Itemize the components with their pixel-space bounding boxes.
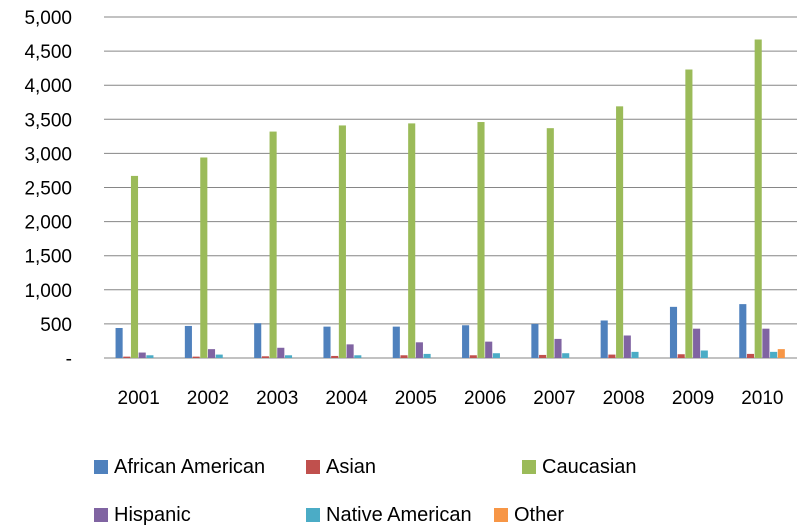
bar-african-american-2010	[739, 304, 747, 358]
legend-item-native-american: Native American	[306, 500, 472, 530]
legend-label: Asian	[326, 455, 377, 478]
bar-native-american-2007	[562, 353, 570, 358]
x-tick-label: 2001	[118, 388, 160, 409]
x-tick-label: 2009	[672, 388, 714, 409]
bar-asian-2005	[400, 355, 408, 358]
bar-hispanic-2001	[138, 352, 146, 358]
x-tick-label: 2004	[325, 388, 368, 409]
bar-native-american-2004	[354, 355, 362, 358]
legend: African American Asian Caucasian Hispani…	[94, 452, 794, 528]
bar-asian-2009	[677, 354, 685, 358]
bar-native-american-2003	[284, 355, 293, 358]
bar-asian-2010	[746, 353, 755, 358]
bar-african-american-2007	[531, 323, 539, 358]
y-axis-tick-labels: - 500 1,000 1,500 2,000 2,500 3,000 3,500 4,000 4…	[24, 8, 72, 370]
y-tick-label: -	[66, 349, 72, 370]
legend-item-other: Other	[494, 500, 564, 530]
bar-caucasian-2010	[754, 39, 762, 358]
bar-asian-2007	[539, 354, 547, 358]
legend-label: Hispanic	[114, 503, 191, 526]
bar-hispanic-2004	[346, 344, 354, 358]
bar-caucasian-2006	[477, 122, 485, 358]
legend-swatch	[494, 508, 508, 522]
bar-hispanic-2006	[485, 341, 493, 358]
bar-asian-2003	[261, 356, 269, 358]
y-tick-label: 5,000	[24, 8, 72, 29]
x-tick-label: 2003	[256, 388, 298, 409]
bar-caucasian-2005	[408, 123, 416, 358]
bar-african-american-2001	[115, 327, 123, 358]
x-tick-label: 2006	[464, 388, 506, 409]
legend-swatch	[306, 508, 320, 522]
bar-hispanic-2003	[277, 347, 285, 358]
bar-native-american-2010	[770, 351, 778, 358]
y-tick-label: 4,000	[24, 76, 72, 97]
bar-asian-2004	[331, 355, 339, 358]
bar-native-american-2009	[700, 350, 708, 358]
y-tick-label: 1,500	[24, 247, 72, 268]
bar-chart: - 500 1,000 1,500 2,000 2,500 3,000 3,500 4,000 4…	[24, 8, 797, 409]
bar-native-american-2006	[492, 353, 500, 358]
bar-asian-2006	[469, 355, 477, 358]
y-tick-label: 1,000	[24, 281, 72, 302]
bar-african-american-2002	[184, 325, 192, 358]
bar-caucasian-2002	[200, 157, 208, 358]
bar-hispanic-2002	[207, 349, 216, 358]
x-axis-tick-labels: 2001 2002 2003 2004 2005 2006 2007 2008 2009 2010	[118, 388, 784, 409]
bar-native-american-2005	[423, 353, 431, 358]
y-tick-label: 2,000	[24, 213, 72, 234]
bar-caucasian-2001	[130, 175, 139, 358]
bar-hispanic-2005	[415, 342, 423, 358]
legend-label: African American	[114, 455, 266, 478]
bar-asian-2001	[123, 356, 131, 358]
bar-caucasian-2003	[269, 131, 277, 358]
y-tick-label: 3,000	[24, 144, 72, 165]
bar-african-american-2009	[669, 306, 678, 358]
bar-hispanic-2010	[762, 328, 770, 358]
bar-caucasian-2007	[546, 128, 554, 358]
bar-native-american-2008	[631, 351, 639, 358]
bar-caucasian-2004	[338, 125, 346, 358]
bar-caucasian-2009	[685, 69, 693, 358]
legend-item-caucasian: Caucasian	[522, 452, 637, 482]
bar-african-american-2004	[323, 326, 331, 358]
bar-asian-2008	[608, 354, 616, 358]
bar-asian-2002	[192, 356, 200, 358]
legend-label: Caucasian	[542, 455, 637, 478]
bar-hispanic-2007	[554, 338, 562, 358]
bar-caucasian-2008	[616, 106, 624, 358]
legend-label: Other	[514, 503, 565, 526]
bar-native-american-2002	[215, 354, 223, 358]
bar-african-american-2003	[254, 323, 262, 358]
y-tick-label: 2,500	[24, 179, 72, 200]
x-tick-label: 2008	[603, 388, 645, 409]
bar-hispanic-2008	[623, 335, 631, 358]
legend-label: Native American	[326, 503, 472, 526]
bar-hispanic-2009	[693, 328, 701, 358]
y-tick-label: 4,500	[24, 42, 72, 63]
bar-native-american-2001	[146, 355, 154, 358]
legend-item-african-american: African American	[94, 452, 265, 482]
legend-swatch	[94, 460, 108, 474]
y-tick-label: 3,500	[24, 110, 72, 131]
legend-item-asian: Asian	[306, 452, 376, 482]
bar-african-american-2006	[462, 325, 470, 358]
y-tick-label: 500	[40, 315, 72, 336]
x-tick-label: 2010	[741, 388, 783, 409]
bar-african-american-2005	[392, 326, 400, 358]
bars	[115, 39, 785, 358]
bar-african-american-2008	[600, 320, 608, 358]
legend-swatch	[94, 508, 108, 522]
legend-swatch	[306, 460, 320, 474]
bar-other-2010	[777, 349, 785, 358]
x-tick-label: 2002	[187, 388, 229, 409]
legend-swatch	[522, 460, 536, 474]
x-tick-label: 2005	[395, 388, 437, 409]
legend-item-hispanic: Hispanic	[94, 500, 191, 530]
x-tick-label: 2007	[533, 388, 575, 409]
gridlines	[104, 16, 797, 359]
